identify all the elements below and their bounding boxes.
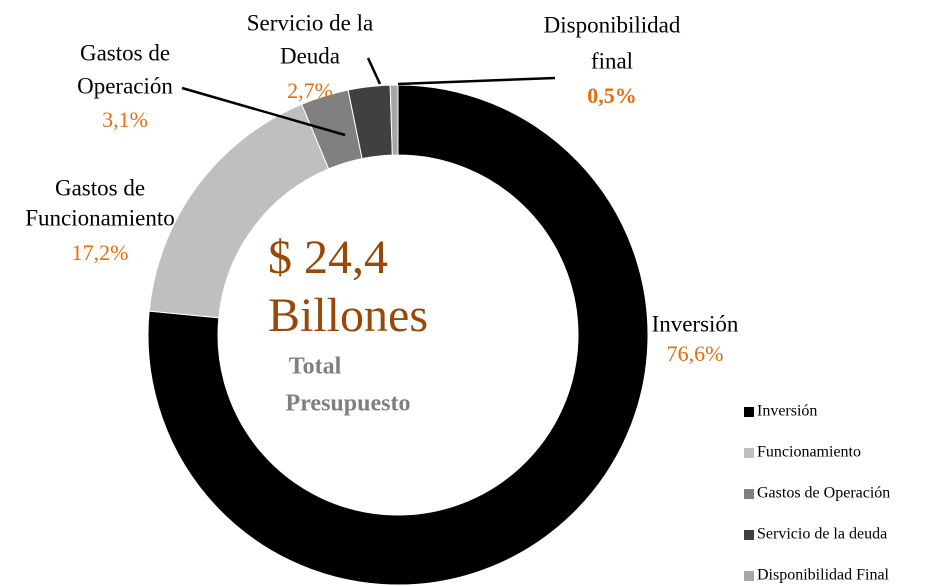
center-amount: $ 24,4	[268, 231, 388, 284]
center-unit: Billones	[268, 289, 428, 342]
legend-swatch	[744, 530, 754, 540]
slice-label: Inversión	[652, 311, 739, 336]
center-caption: Presupuesto	[286, 391, 411, 417]
legend-swatch	[744, 489, 754, 499]
leader-line	[397, 76, 556, 86]
slice-label: Disponibilidad	[544, 12, 681, 37]
leader-lines	[181, 57, 556, 137]
leader-line	[181, 86, 346, 137]
legend-label: Gastos de Operación	[757, 485, 890, 502]
legend-label: Disponibilidad Final	[757, 567, 890, 584]
slice-label: Servicio de la	[247, 10, 373, 35]
legend-label: Funcionamiento	[757, 444, 861, 461]
donut-slice	[389, 84, 399, 156]
legend-swatch	[744, 571, 754, 581]
center-caption: Total	[289, 354, 342, 380]
donut-slice	[147, 84, 649, 586]
legend-swatch	[744, 448, 754, 458]
slice-label: Deuda	[280, 43, 340, 68]
legend-label: Servicio de la deuda	[757, 526, 887, 543]
slice-label: Funcionamiento	[25, 205, 174, 230]
value-label: 3,1%	[102, 107, 148, 132]
legend-swatch	[744, 407, 754, 417]
slice-label: Gastos de	[55, 175, 145, 200]
slice-label: Operación	[77, 73, 173, 98]
value-label: 2,7%	[287, 78, 333, 103]
donut-slice	[148, 103, 330, 319]
leader-line	[366, 57, 382, 85]
value-label: 0,5%	[587, 83, 637, 108]
value-label: 76,6%	[667, 341, 724, 366]
slice-label: final	[591, 48, 633, 73]
value-label: 17,2%	[72, 240, 129, 265]
legend-label: Inversión	[757, 403, 817, 420]
slice-label: Gastos de	[80, 40, 170, 65]
